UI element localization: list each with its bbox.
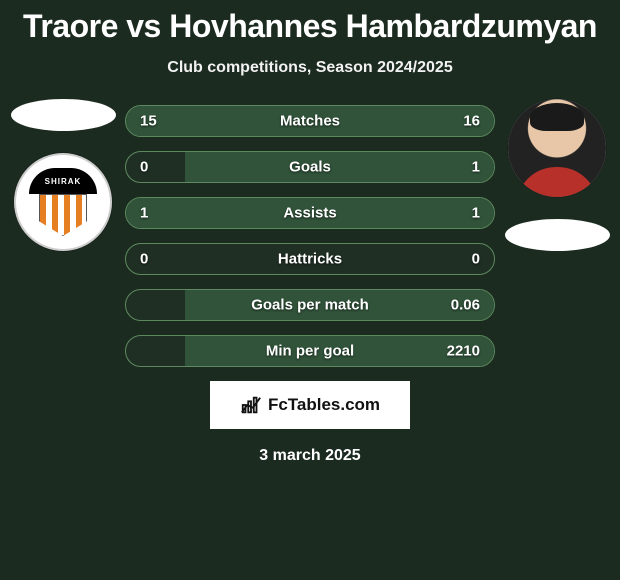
left-player-nationality-oval [11,99,116,131]
metric-label: Assists [283,205,336,222]
comparison-panel: SHIRAK 15 16 Matches 0 1 Goals 1 1 Assists 0 0 Hatt… [0,105,620,465]
branding-text: FcTables.com [268,395,380,415]
left-player-club-badge: SHIRAK [14,153,112,251]
metric-value-right: 16 [463,113,480,130]
metric-bar: 0.06 Goals per match [125,289,495,321]
metric-value-left: 15 [140,113,157,130]
metric-value-right: 2210 [447,343,480,360]
metric-bar: 0 0 Hattricks [125,243,495,275]
date-text: 3 march 2025 [0,447,620,465]
page-title: Traore vs Hovhannes Hambardzumyan [0,0,620,45]
metric-value-left: 1 [140,205,148,222]
metric-fill-right [185,152,494,182]
metric-label: Goals [289,159,331,176]
metric-bar: 0 1 Goals [125,151,495,183]
metric-bar: 2210 Min per goal [125,335,495,367]
right-player-nationality-oval [505,219,610,251]
metric-value-right: 1 [472,159,480,176]
metric-bar: 1 1 Assists [125,197,495,229]
right-player-stack [502,99,612,251]
shirak-badge: SHIRAK [23,162,103,242]
metric-bars: 15 16 Matches 0 1 Goals 1 1 Assists 0 0 Hattricks 0.… [125,105,495,367]
metric-bar: 15 16 Matches [125,105,495,137]
metric-value-right: 0.06 [451,297,480,314]
metric-value-left: 0 [140,159,148,176]
subtitle: Club competitions, Season 2024/2025 [0,59,620,77]
metric-label: Min per goal [266,343,354,360]
metric-label: Hattricks [278,251,342,268]
right-player-photo [508,99,606,197]
metric-fill-right [310,198,494,228]
metric-label: Goals per match [251,297,369,314]
branding-badge: FcTables.com [210,381,410,429]
metric-value-right: 1 [472,205,480,222]
metric-label: Matches [280,113,340,130]
fctables-icon [240,394,262,416]
metric-value-right: 0 [472,251,480,268]
player-face-placeholder [508,99,606,197]
left-player-stack: SHIRAK [8,99,118,251]
metric-value-left: 0 [140,251,148,268]
